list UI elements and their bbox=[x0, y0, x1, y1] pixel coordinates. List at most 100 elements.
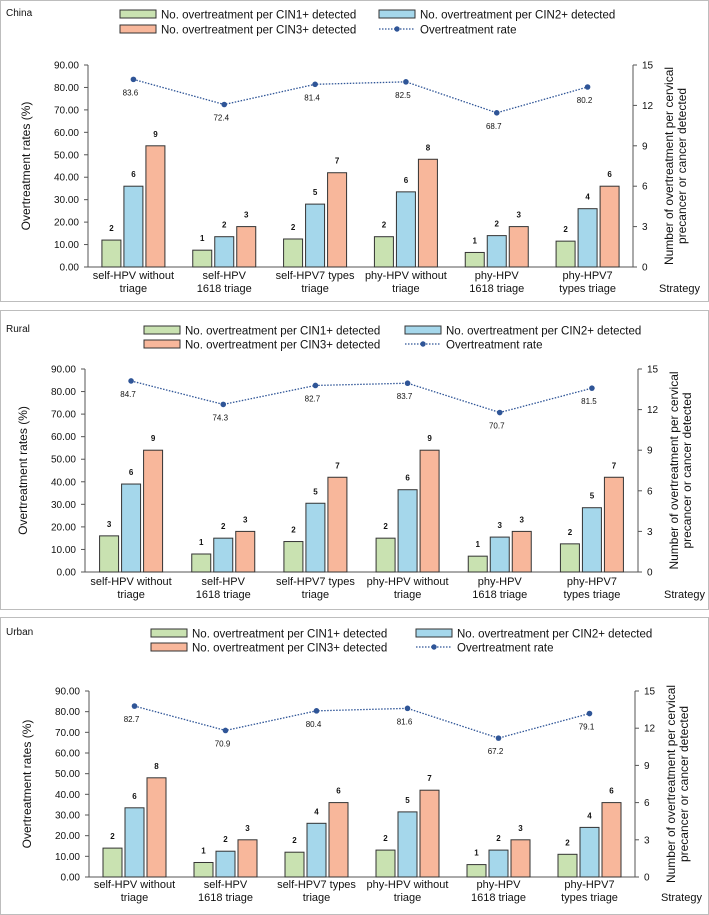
bar-cin2 bbox=[121, 483, 142, 573]
y2-tick-label: 3 bbox=[647, 527, 653, 538]
bar-data-label: 2 bbox=[222, 221, 227, 230]
y2-tick-label: 3 bbox=[642, 222, 648, 233]
legend-item: No. overtreatment per CIN2+ detected bbox=[415, 628, 652, 641]
bar-data-label: 8 bbox=[154, 762, 159, 771]
bar-cin2 bbox=[123, 185, 144, 268]
bar-data-label: 7 bbox=[427, 774, 432, 783]
y-tick-label: 20.00 bbox=[51, 522, 76, 533]
x-tick-label: 1618 triage bbox=[197, 283, 252, 295]
legend-swatch bbox=[119, 24, 157, 34]
chart-panel-urban: Urban No. overtreatment per CIN1+ detecte… bbox=[0, 617, 709, 915]
y2-tick-label: 9 bbox=[642, 141, 648, 152]
line-point bbox=[313, 708, 320, 714]
legend-swatch bbox=[143, 339, 181, 349]
bar-cin1 bbox=[191, 553, 212, 573]
x-axis-title: Strategy bbox=[659, 283, 700, 295]
bar-cin1 bbox=[102, 847, 123, 878]
legend-item: No. overtreatment per CIN1+ detected bbox=[150, 628, 387, 641]
line-point bbox=[222, 727, 229, 734]
x-tick-label: triage bbox=[303, 892, 331, 904]
x-tick-label: triage bbox=[117, 589, 145, 601]
bar-cin1 bbox=[284, 851, 305, 878]
bar-data-label: 1 bbox=[474, 849, 479, 858]
chart-panel-rural: Rural No. overtreatment per CIN1+ detecte… bbox=[0, 310, 709, 610]
y-tick-label: 40.00 bbox=[55, 790, 80, 801]
panel-title: Urban bbox=[6, 627, 33, 638]
bar-data-label: 2 bbox=[382, 221, 387, 230]
bar-data-label: 7 bbox=[335, 461, 340, 470]
y-tick-label: 40.00 bbox=[51, 477, 76, 488]
line-point bbox=[403, 79, 409, 85]
line-data-label: 72.4 bbox=[213, 114, 229, 123]
y-tick-label: 10.00 bbox=[54, 240, 79, 251]
line-data-label: 81.4 bbox=[304, 93, 320, 102]
bar-cin3 bbox=[145, 145, 166, 268]
y2-tick-label: 15 bbox=[647, 365, 659, 376]
line-data-label: 84.7 bbox=[120, 390, 136, 399]
legend-marker bbox=[394, 26, 400, 32]
legend-item: No. overtreatment per CIN3+ detected bbox=[119, 24, 356, 37]
bar-data-label: 6 bbox=[607, 170, 612, 179]
bar-data-label: 8 bbox=[426, 143, 431, 152]
legend-swatch bbox=[150, 628, 188, 638]
bar-data-label: 6 bbox=[405, 474, 410, 483]
line-point bbox=[404, 705, 411, 712]
bar-cin2 bbox=[395, 191, 416, 268]
legend-swatch bbox=[415, 628, 453, 638]
x-tick-label: self-HPV without bbox=[93, 270, 174, 282]
bar-cin1 bbox=[464, 251, 485, 268]
y-tick-label: 50.00 bbox=[51, 455, 76, 466]
y-tick-label: 20.00 bbox=[54, 218, 79, 229]
bar-data-label: 5 bbox=[405, 796, 410, 805]
x-tick-label: triage bbox=[394, 892, 422, 904]
bar-cin3 bbox=[511, 530, 532, 573]
bar-cin2 bbox=[486, 235, 507, 268]
bar-data-label: 3 bbox=[107, 520, 112, 529]
bar-data-label: 9 bbox=[153, 130, 158, 139]
bar-data-label: 2 bbox=[383, 834, 388, 843]
bar-data-label: 9 bbox=[151, 434, 156, 443]
y2-tick-label: 6 bbox=[642, 182, 648, 193]
y-tick-label: 60.00 bbox=[55, 749, 80, 760]
x-tick-label: phy-HPV bbox=[476, 879, 521, 891]
bar-cin3 bbox=[327, 476, 348, 573]
legend-item: No. overtreatment per CIN1+ detected bbox=[119, 9, 356, 22]
bar-cin2 bbox=[397, 489, 418, 573]
y-tick-label: 80.00 bbox=[51, 387, 76, 398]
bar-data-label: 3 bbox=[517, 211, 522, 220]
bar-cin1 bbox=[101, 239, 122, 268]
bar-cin3 bbox=[327, 172, 348, 268]
bar-cin2 bbox=[214, 236, 235, 268]
line-point bbox=[220, 401, 227, 408]
bar-cin3 bbox=[237, 839, 258, 878]
panel-title: China bbox=[6, 8, 33, 19]
bar-cin3 bbox=[143, 449, 164, 573]
x-tick-label: self-HPV7 types bbox=[277, 879, 356, 891]
bar-data-label: 2 bbox=[223, 835, 228, 844]
y-tick-label: 0.00 bbox=[61, 873, 81, 884]
bar-data-label: 6 bbox=[404, 176, 409, 185]
y2-tick-label: 6 bbox=[647, 486, 653, 497]
y-tick-label: 30.00 bbox=[51, 500, 76, 511]
bar-cin3 bbox=[419, 789, 440, 878]
x-tick-label: self-HPV bbox=[203, 270, 247, 282]
legend-item: No. overtreatment per CIN3+ detected bbox=[143, 339, 380, 352]
x-tick-label: triage bbox=[302, 589, 330, 601]
chart-svg: China No. overtreatment per CIN1+ detecte… bbox=[6, 8, 700, 295]
x-tick-label: types triage bbox=[563, 589, 620, 601]
bar-data-label: 4 bbox=[585, 193, 590, 202]
y-tick-label: 10.00 bbox=[55, 852, 80, 863]
bar-data-label: 5 bbox=[313, 188, 318, 197]
bar-cin2 bbox=[579, 826, 600, 878]
legend-swatch bbox=[119, 9, 157, 19]
line-point bbox=[131, 703, 138, 709]
y2-tick-label: 15 bbox=[644, 687, 656, 698]
bar-data-label: 6 bbox=[129, 468, 134, 477]
line-data-label: 67.2 bbox=[488, 747, 504, 756]
legend-item: Overtreatment rate bbox=[379, 25, 517, 37]
bar-data-label: 5 bbox=[313, 487, 318, 496]
y2-tick-label: 12 bbox=[647, 405, 659, 416]
bar-cin2 bbox=[124, 807, 145, 878]
y-tick-label: 40.00 bbox=[54, 173, 79, 184]
